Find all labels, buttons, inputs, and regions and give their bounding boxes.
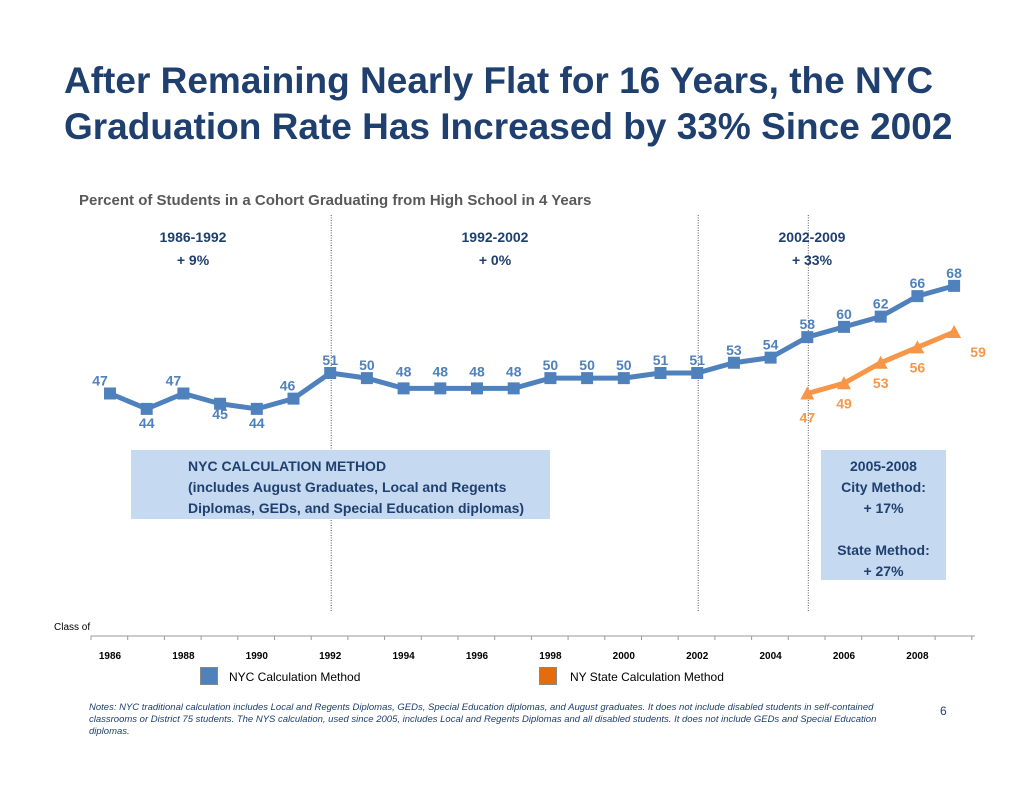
state-point bbox=[947, 325, 962, 338]
nyc-data-label: 44 bbox=[139, 415, 155, 431]
nyc-point bbox=[617, 372, 630, 385]
nyc-data-label: 54 bbox=[763, 337, 779, 353]
nyc-point bbox=[434, 382, 447, 395]
state-data-label: 49 bbox=[836, 395, 852, 411]
nyc-point bbox=[727, 356, 740, 369]
city-method-label: City Method: bbox=[841, 479, 926, 495]
state-point bbox=[873, 355, 888, 369]
nyc-data-label: 62 bbox=[873, 296, 889, 312]
state-data-label: 53 bbox=[873, 375, 889, 391]
state-point bbox=[837, 376, 851, 390]
state-data-label: 56 bbox=[910, 359, 926, 375]
x-tick-label-1998: 1998 bbox=[539, 651, 562, 662]
chart-subtitle: Percent of Students in a Cohort Graduati… bbox=[79, 192, 592, 209]
state-data-label: 59 bbox=[970, 344, 986, 360]
period-2-change: + 0% bbox=[479, 252, 512, 268]
state-data-label: 47 bbox=[800, 410, 816, 426]
x-tick-label-2002: 2002 bbox=[686, 651, 709, 662]
nyc-data-label: 53 bbox=[726, 342, 742, 358]
nyc-data-label: 50 bbox=[616, 357, 632, 373]
nyc-data-label: 47 bbox=[166, 373, 182, 389]
nyc-point bbox=[177, 387, 190, 400]
page-number: 6 bbox=[940, 704, 947, 718]
graduation-rate-chart: 1986-1992 + 9% 1992-2002 + 0% 2002-2009 … bbox=[54, 215, 986, 662]
nyc-point bbox=[801, 331, 814, 344]
nyc-method-line2: (includes August Graduates, Local and Re… bbox=[188, 479, 507, 495]
city-method-change: + 17% bbox=[863, 500, 904, 516]
nyc-data-label: 51 bbox=[653, 352, 669, 368]
nyc-point bbox=[911, 290, 924, 303]
footnotes: Notes: NYC traditional calculation inclu… bbox=[89, 702, 877, 737]
nyc-point bbox=[250, 402, 263, 415]
legend-nyc-label: NYC Calculation Method bbox=[229, 670, 361, 684]
nyc-point bbox=[214, 397, 227, 410]
x-tick-label-2004: 2004 bbox=[759, 651, 782, 662]
comparison-period: 2005-2008 bbox=[850, 458, 917, 474]
state-method-change: + 27% bbox=[863, 563, 904, 579]
nyc-point bbox=[324, 367, 337, 379]
nyc-data-label: 58 bbox=[800, 316, 816, 332]
nyc-data-label: 48 bbox=[469, 363, 485, 379]
nyc-method-line3: Diplomas, GEDs, and Special Education di… bbox=[188, 500, 525, 516]
nyc-data-label: 47 bbox=[92, 373, 108, 389]
x-tick-label-1990: 1990 bbox=[246, 651, 269, 662]
state-point bbox=[910, 340, 925, 354]
nyc-data-label: 66 bbox=[910, 275, 926, 291]
x-tick-label-1994: 1994 bbox=[392, 651, 415, 662]
nyc-point bbox=[287, 392, 300, 405]
nyc-point bbox=[104, 387, 116, 400]
nyc-point bbox=[581, 372, 594, 385]
nyc-data-label: 51 bbox=[322, 352, 338, 368]
nyc-point bbox=[544, 372, 557, 385]
nyc-series-line bbox=[109, 283, 955, 412]
nyc-data-label: 46 bbox=[280, 378, 296, 394]
period-3-range: 2002-2009 bbox=[779, 229, 846, 245]
nyc-method-line1: NYC CALCULATION METHOD bbox=[188, 458, 387, 474]
x-tick-label-2000: 2000 bbox=[613, 651, 636, 662]
nyc-point bbox=[838, 320, 850, 333]
legend-nyc-swatch bbox=[200, 667, 218, 685]
nyc-data-label: 50 bbox=[359, 357, 375, 373]
nyc-data-label: 48 bbox=[506, 363, 522, 379]
nyc-data-label: 50 bbox=[543, 357, 559, 373]
nyc-data-label: 50 bbox=[579, 357, 595, 373]
nyc-point bbox=[691, 367, 704, 379]
nyc-point bbox=[948, 279, 961, 292]
state-method-label: State Method: bbox=[837, 542, 930, 558]
x-tick-label-1996: 1996 bbox=[466, 651, 489, 662]
nyc-method-box: NYC CALCULATION METHOD (includes August … bbox=[131, 450, 550, 519]
nyc-data-label: 60 bbox=[836, 306, 852, 322]
x-tick-label-2006: 2006 bbox=[833, 651, 856, 662]
class-of-label: Class of bbox=[54, 622, 90, 633]
period-1-range: 1986-1992 bbox=[160, 229, 227, 245]
nyc-point bbox=[360, 372, 373, 385]
nyc-point bbox=[140, 402, 153, 415]
nyc-data-label: 44 bbox=[249, 415, 265, 431]
period-1-change: + 9% bbox=[177, 252, 210, 268]
x-tick-label-1992: 1992 bbox=[319, 651, 342, 662]
state-point bbox=[800, 386, 815, 400]
nyc-data-label: 68 bbox=[946, 265, 962, 281]
period-2-range: 1992-2002 bbox=[462, 229, 529, 245]
x-tick-label-1988: 1988 bbox=[172, 651, 195, 662]
nyc-point bbox=[654, 367, 667, 379]
method-comparison-box: 2005-2008 City Method: + 17% State Metho… bbox=[821, 450, 946, 580]
nyc-data-label: 48 bbox=[396, 363, 412, 379]
nyc-point bbox=[471, 382, 483, 395]
page-title: After Remaining Nearly Flat for 16 Years… bbox=[64, 60, 953, 147]
period-3-change: + 33% bbox=[792, 252, 833, 268]
x-tick-label-2008: 2008 bbox=[906, 651, 929, 662]
nyc-point bbox=[874, 310, 887, 323]
nyc-data-label: 48 bbox=[433, 363, 449, 379]
legend-state-swatch bbox=[539, 667, 557, 685]
x-tick-label-1986: 1986 bbox=[99, 651, 122, 662]
nyc-point bbox=[764, 351, 777, 364]
nyc-data-label: 45 bbox=[212, 406, 228, 422]
nyc-point bbox=[507, 382, 520, 395]
nyc-point bbox=[397, 382, 410, 395]
nyc-data-label: 51 bbox=[689, 352, 705, 368]
legend-state-label: NY State Calculation Method bbox=[570, 670, 724, 684]
